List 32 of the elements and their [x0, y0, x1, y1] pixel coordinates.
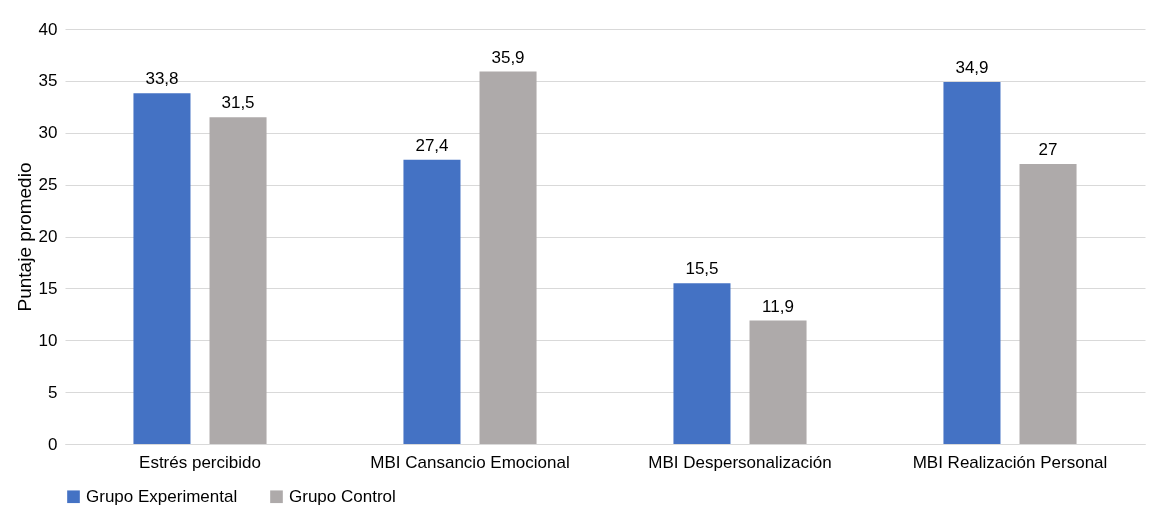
bar — [479, 71, 537, 444]
y-tick-label: 25 — [38, 175, 58, 195]
x-tick-label: MBI Despersonalización — [648, 452, 832, 472]
data-label: 27,4 — [415, 135, 449, 155]
data-label: 11,9 — [762, 296, 794, 316]
data-label: 33,8 — [145, 69, 179, 89]
legend-label: Grupo Control — [289, 486, 396, 506]
y-tick-label: 35 — [38, 71, 58, 91]
data-label: 35,9 — [491, 47, 525, 67]
bar — [209, 117, 267, 444]
y-tick-label: 5 — [48, 382, 58, 402]
y-tick-label: 10 — [38, 330, 58, 350]
y-tick-label: 20 — [38, 227, 58, 246]
y-tick-label: 15 — [38, 278, 58, 298]
data-label: 27 — [1038, 139, 1058, 159]
bar — [749, 320, 807, 444]
x-tick-label: Estrés percibido — [139, 452, 261, 472]
data-label: 15,5 — [685, 259, 719, 279]
data-label: 34,9 — [955, 57, 989, 77]
data-label: 31,5 — [221, 93, 255, 113]
y-tick-label: 40 — [38, 19, 58, 39]
bar — [673, 283, 731, 444]
bar — [1019, 163, 1077, 444]
y-tick-label: 0 — [48, 434, 58, 454]
x-tick-label: MBI Realización Personal — [912, 452, 1108, 472]
legend-label: Grupo Experimental — [86, 486, 238, 506]
bar — [133, 93, 191, 444]
x-tick-label: MBI Cansancio Emocional — [370, 452, 570, 472]
y-tick-label: 30 — [38, 123, 58, 143]
bar — [943, 81, 1001, 444]
y-axis-title: Puntaje promedio — [13, 162, 35, 312]
bar — [403, 159, 461, 444]
